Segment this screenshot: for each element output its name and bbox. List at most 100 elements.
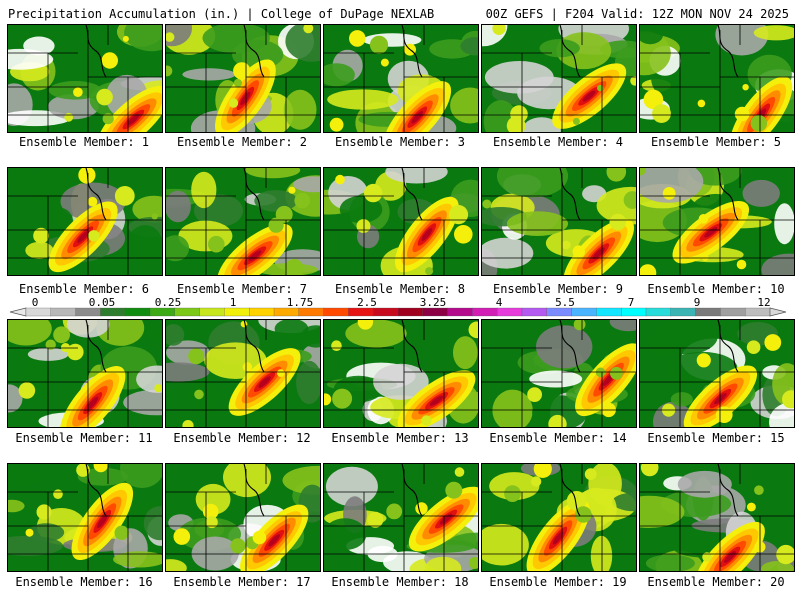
state-boundaries — [640, 320, 794, 427]
member-label-14: Ensemble Member: 14 — [489, 431, 627, 445]
colorbar-swatch — [224, 307, 250, 317]
member-label-5: Ensemble Member: 5 — [650, 135, 782, 149]
member-map-17 — [165, 463, 321, 572]
member-label-7: Ensemble Member: 7 — [176, 282, 308, 296]
colorbar-swatch — [75, 307, 101, 317]
colorbar-swatch — [397, 307, 424, 317]
precip-field — [166, 320, 320, 427]
state-boundaries — [166, 168, 320, 275]
colorbar-swatch — [125, 307, 151, 317]
state-boundaries — [482, 320, 636, 427]
member-label-2: Ensemble Member: 2 — [176, 135, 308, 149]
colorbar-tick-label: 0.05 — [88, 296, 116, 309]
colorbar-swatch — [546, 307, 573, 317]
colorbar-tick-label: 0.25 — [154, 296, 182, 309]
run-info: 00Z GEFS | F204 Valid: 12Z MON NOV 24 20… — [485, 7, 789, 21]
colorbar-swatch — [149, 307, 176, 317]
member-map-2 — [165, 24, 321, 133]
member-map-12 — [165, 319, 321, 428]
member-label-15: Ensemble Member: 15 — [647, 431, 785, 445]
member-map-16 — [7, 463, 163, 572]
precip-field — [640, 168, 794, 275]
colorbar-swatch — [373, 307, 399, 317]
state-boundaries — [482, 168, 636, 275]
member-label-6: Ensemble Member: 6 — [18, 282, 150, 296]
member-map-6 — [7, 167, 163, 276]
precip-field — [482, 464, 636, 571]
state-boundaries — [8, 25, 162, 132]
colorbar-swatch — [720, 307, 746, 317]
precip-field — [492, 320, 636, 427]
precip-field — [8, 25, 162, 132]
state-boundaries — [640, 464, 794, 571]
colorbar-tick-label: 0 — [31, 296, 39, 309]
precip-field — [324, 466, 478, 571]
colorbar-swatch — [422, 307, 449, 317]
precip-field — [8, 320, 162, 427]
precip-field — [166, 168, 320, 275]
state-boundaries — [8, 464, 162, 571]
state-boundaries — [324, 320, 478, 427]
colorbar-swatch — [447, 307, 473, 317]
member-map-3 — [323, 24, 479, 133]
colorbar-tick-label: 5.5 — [555, 296, 575, 309]
precipitation-colorbar — [9, 307, 787, 317]
member-label-4: Ensemble Member: 4 — [492, 135, 624, 149]
colorbar-swatch — [298, 307, 325, 317]
colorbar-tick-label: 3.25 — [419, 296, 447, 309]
member-label-18: Ensemble Member: 18 — [331, 575, 469, 589]
precip-field — [640, 25, 794, 132]
precip-field — [649, 320, 794, 427]
colorbar-tick-label: 2.5 — [357, 296, 377, 309]
member-map-19 — [481, 463, 637, 572]
member-map-20 — [639, 463, 795, 572]
member-map-1 — [7, 24, 163, 133]
state-boundaries — [166, 25, 320, 132]
state-boundaries — [324, 464, 478, 571]
colorbar-tick-label: 9 — [693, 296, 701, 309]
state-boundaries — [166, 320, 320, 427]
member-map-7 — [165, 167, 321, 276]
member-label-12: Ensemble Member: 12 — [173, 431, 311, 445]
colorbar-tick-label: 1 — [229, 296, 237, 309]
state-boundaries — [640, 25, 794, 132]
member-map-4 — [481, 24, 637, 133]
member-map-8 — [323, 167, 479, 276]
member-map-5 — [639, 24, 795, 133]
member-map-11 — [7, 319, 163, 428]
member-label-19: Ensemble Member: 19 — [489, 575, 627, 589]
member-label-20: Ensemble Member: 20 — [647, 575, 785, 589]
member-label-3: Ensemble Member: 3 — [334, 135, 466, 149]
member-map-14 — [481, 319, 637, 428]
member-label-8: Ensemble Member: 8 — [334, 282, 466, 296]
colorbar-tick-label: 1.75 — [286, 296, 314, 309]
member-label-9: Ensemble Member: 9 — [492, 282, 624, 296]
colorbar-swatch — [50, 307, 77, 317]
map-title: Precipitation Accumulation (in.) | Colle… — [8, 7, 435, 21]
state-boundaries — [8, 168, 162, 275]
member-label-10: Ensemble Member: 10 — [647, 282, 785, 296]
colorbar-swatch — [571, 307, 597, 317]
colorbar-tick-label: 4 — [495, 296, 503, 309]
colorbar-swatch — [273, 307, 300, 317]
precip-field — [166, 464, 320, 571]
colorbar-swatch — [621, 307, 647, 317]
precip-field — [166, 25, 320, 132]
colorbar-swatch — [472, 307, 498, 317]
member-map-18 — [323, 463, 479, 572]
colorbar-swatch — [497, 307, 523, 317]
colorbar-swatch — [199, 307, 225, 317]
colorbar-swatch — [100, 307, 126, 317]
colorbar-swatch — [695, 307, 721, 317]
state-boundaries — [166, 464, 320, 571]
state-boundaries — [640, 168, 794, 275]
colorbar-swatch — [670, 307, 697, 317]
member-map-15 — [639, 319, 795, 428]
colorbar-swatch — [348, 307, 374, 317]
precip-field — [324, 168, 478, 275]
colorbar-swatch — [25, 307, 52, 317]
precip-field — [640, 464, 794, 571]
precip-field — [8, 464, 162, 569]
colorbar-swatch — [521, 307, 548, 317]
colorbar-tick-label: 12 — [757, 296, 771, 309]
